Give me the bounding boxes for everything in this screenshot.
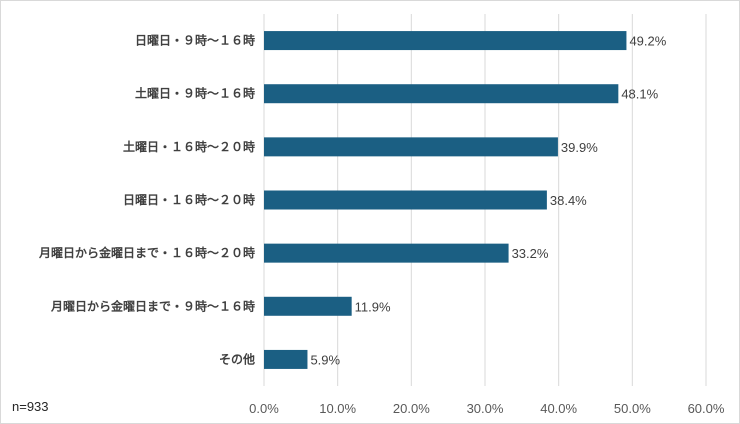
x-tick-label: 30.0% bbox=[467, 401, 504, 416]
x-tick-labels: 0.0% 10.0% 20.0% 30.0% 40.0% 50.0% 60.0% bbox=[249, 401, 725, 416]
data-label: 48.1% bbox=[621, 87, 658, 102]
x-tick-label: 40.0% bbox=[540, 401, 577, 416]
data-labels: 49.2% 48.1% 39.9% 38.4% 33.2% 11.9% 5.9% bbox=[310, 34, 666, 368]
x-tick-label: 0.0% bbox=[249, 401, 279, 416]
category-label: その他 bbox=[219, 351, 255, 366]
category-label: 土曜日・９時～１６時 bbox=[135, 86, 255, 101]
category-label: 月曜日から金曜日まで・９時～１６時 bbox=[50, 298, 255, 313]
bar bbox=[264, 137, 558, 157]
data-label: 38.4% bbox=[550, 193, 587, 208]
bar bbox=[264, 31, 627, 51]
category-label: 土曜日・１６時～２０時 bbox=[123, 139, 255, 154]
data-label: 49.2% bbox=[629, 34, 666, 49]
x-tick-label: 20.0% bbox=[393, 401, 430, 416]
category-label: 月曜日から金曜日まで・１６時～２０時 bbox=[38, 245, 255, 260]
bar bbox=[264, 243, 509, 263]
sample-size-note: n=933 bbox=[12, 399, 49, 414]
category-label: 日曜日・１６時～２０時 bbox=[123, 192, 255, 207]
x-tick-label: 50.0% bbox=[614, 401, 651, 416]
data-label: 5.9% bbox=[310, 352, 340, 367]
data-label: 11.9% bbox=[355, 299, 391, 314]
x-tick-label: 60.0% bbox=[688, 401, 725, 416]
category-label: 日曜日・９時～１６時 bbox=[135, 33, 255, 48]
bar bbox=[264, 190, 547, 210]
x-tick-label: 10.0% bbox=[319, 401, 356, 416]
gridlines bbox=[263, 14, 707, 386]
bar bbox=[264, 349, 308, 369]
bar bbox=[264, 84, 619, 104]
bar bbox=[264, 296, 352, 316]
category-labels: 日曜日・９時～１６時土曜日・９時～１６時土曜日・１６時～２０時日曜日・１６時～２… bbox=[38, 33, 255, 367]
data-label: 39.9% bbox=[561, 140, 598, 155]
bars bbox=[264, 31, 627, 369]
data-label: 33.2% bbox=[512, 246, 549, 261]
